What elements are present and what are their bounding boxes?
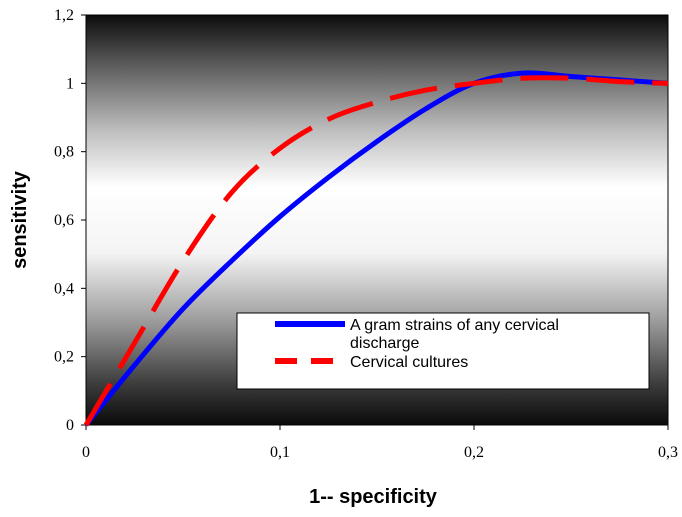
series-line-cervical-cultures: [83, 75, 669, 427]
y-axis-title: sensitivity: [9, 170, 31, 269]
legend-label-gram-strains-line2: discharge: [350, 335, 419, 352]
x-tick-label: 0,3: [658, 444, 678, 461]
y-tick-label: 0,8: [54, 144, 74, 161]
y-tick-label: 1: [66, 75, 74, 92]
series-line-gram-strains: [84, 70, 669, 427]
legend-label-gram-strains: A gram strains of any cervical discharge: [350, 317, 563, 352]
x-tick-label: 0,1: [270, 444, 290, 461]
y-tick-label: 1,2: [54, 7, 74, 24]
y-axis-ticks: 0 0,2 0,4 0,6 0,8 1 1,2: [54, 7, 86, 434]
y-tick-label: 0,2: [54, 349, 74, 366]
series-layer: [83, 70, 669, 427]
legend: A gram strains of any cervical discharge…: [236, 312, 650, 390]
y-tick-label: 0,4: [54, 280, 74, 297]
x-tick-label: 0: [82, 444, 90, 461]
x-axis-title: 1-- specificity: [309, 486, 438, 508]
y-tick-label: 0,6: [54, 212, 74, 229]
y-tick-label: 0: [66, 417, 74, 434]
legend-label-gram-strains-line1: A gram strains of any cervical: [350, 317, 559, 334]
x-tick-label: 0,2: [464, 444, 484, 461]
legend-label-cervical-cultures: Cervical cultures: [350, 354, 468, 371]
x-axis-ticks: 0 0,1 0,2 0,3: [82, 425, 678, 461]
